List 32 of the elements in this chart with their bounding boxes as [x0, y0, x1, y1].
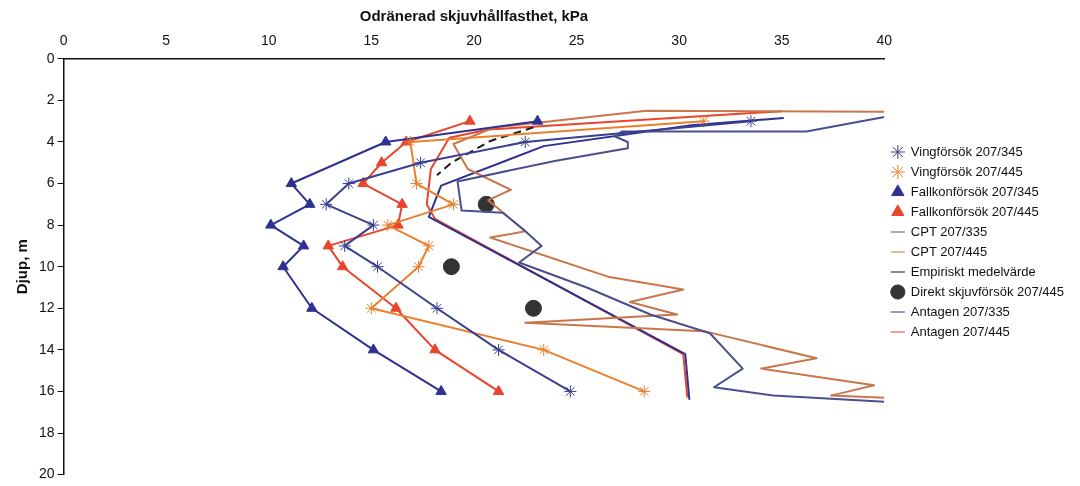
y-tick-label: 12 [38, 299, 55, 316]
legend-label: Empiriskt medelvärde [910, 263, 1036, 279]
y-tick-label: 0 [46, 49, 55, 66]
x-tick-label: 35 [773, 32, 790, 49]
y-tick-label: 16 [38, 382, 55, 399]
x-tick-label: 0 [59, 32, 68, 49]
x-tick-label: 40 [876, 32, 893, 49]
legend-label: Vingförsök 207/345 [910, 143, 1023, 159]
x-tick-label: 5 [162, 32, 171, 49]
x-axis-title: Odränerad skjuvhållfasthet, kPa [359, 7, 589, 25]
y-tick-label: 2 [46, 91, 55, 108]
legend-label: Direkt skjuvförsök 207/445 [910, 283, 1065, 299]
legend-label: Vingförsök 207/445 [910, 163, 1023, 179]
legend-label: Fallkonförsök 207/345 [910, 183, 1039, 199]
legend-label: CPT 207/335 [910, 223, 988, 239]
x-tick-label: 25 [568, 32, 585, 49]
x-tick-label: 20 [466, 32, 482, 49]
y-tick-label: 6 [46, 174, 55, 191]
y-tick-label: 20 [38, 465, 55, 482]
y-axis-title: Djup, m [13, 239, 31, 295]
x-tick-label: 15 [363, 32, 380, 49]
y-tick-label: 10 [38, 257, 55, 274]
y-tick-label: 4 [46, 132, 55, 149]
y-tick-label: 18 [38, 423, 55, 440]
legend-label: CPT 207/445 [910, 243, 988, 259]
x-tick-label: 10 [260, 32, 277, 49]
legend-label: Antagen 207/335 [910, 303, 1010, 319]
legend-label: Antagen 207/445 [910, 323, 1010, 339]
legend-label: Fallkonförsök 207/445 [910, 203, 1039, 219]
y-tick-label: 14 [38, 340, 55, 357]
y-tick-label: 8 [46, 215, 55, 232]
x-tick-label: 30 [671, 32, 688, 49]
